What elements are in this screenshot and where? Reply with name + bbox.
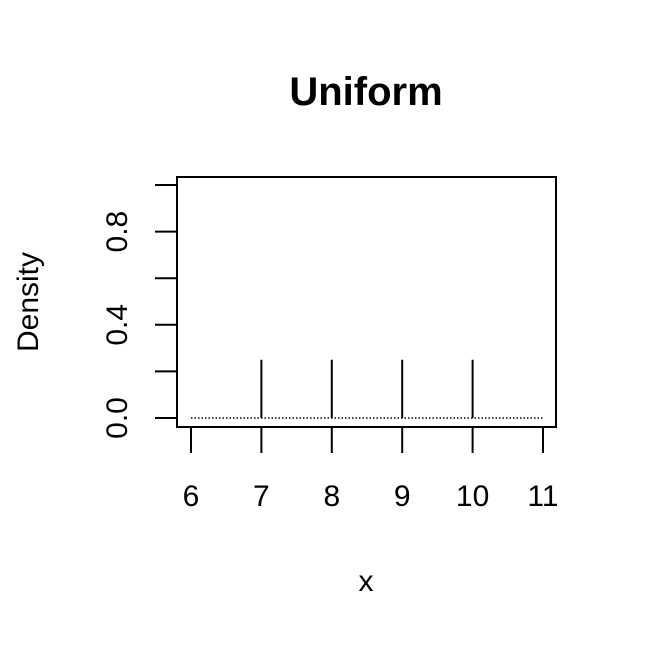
x-tick-label: 10 — [456, 480, 489, 513]
x-axis-label: x — [359, 565, 374, 598]
x-tick-label: 7 — [253, 480, 270, 513]
x-tick-label: 11 — [527, 480, 558, 513]
plot-frame — [176, 176, 557, 428]
y-axis: 0.0 0.4 0.8 — [101, 184, 178, 439]
y-axis-label: Density — [12, 252, 45, 352]
y-tick-label: 0.4 — [101, 304, 134, 346]
chart-title: Uniform — [289, 70, 442, 114]
y-tick-label: 0.8 — [101, 211, 134, 253]
x-tick-label: 8 — [323, 480, 340, 513]
x-axis: 6 7 8 9 10 11 — [183, 426, 559, 513]
density-marks — [191, 359, 543, 419]
x-tick-label: 6 — [183, 480, 200, 513]
x-tick-label: 9 — [394, 480, 411, 513]
y-tick-label: 0.0 — [101, 397, 134, 439]
